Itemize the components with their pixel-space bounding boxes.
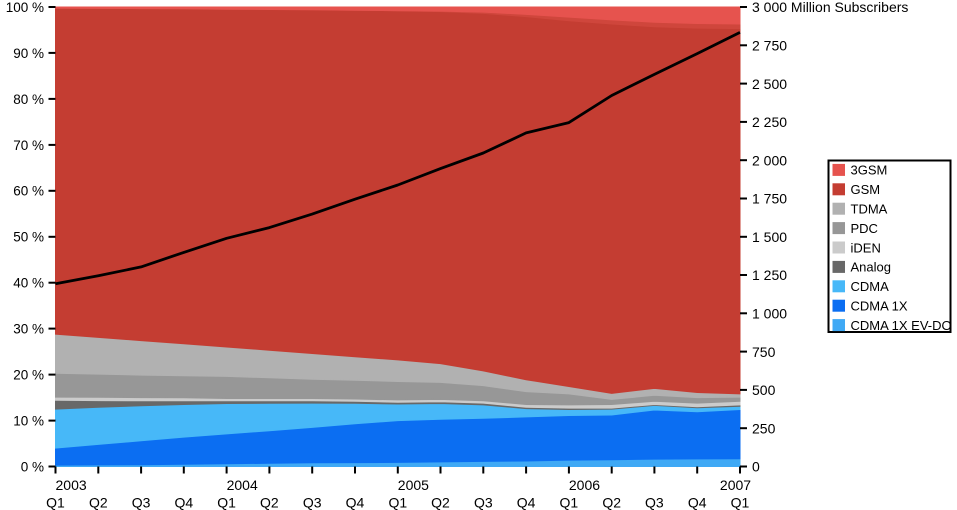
svg-text:Q2: Q2 [602, 495, 621, 510]
svg-text:Q2: Q2 [89, 495, 108, 510]
svg-text:Q4: Q4 [688, 495, 707, 510]
svg-text:1 250: 1 250 [752, 267, 787, 283]
svg-text:750: 750 [752, 344, 776, 360]
svg-text:1 000: 1 000 [752, 306, 787, 322]
svg-text:30 %: 30 % [13, 322, 44, 337]
svg-text:Q4: Q4 [517, 495, 536, 510]
svg-text:2003: 2003 [56, 477, 87, 493]
svg-text:CDMA 1X: CDMA 1X [851, 299, 908, 314]
svg-text:500: 500 [752, 382, 776, 398]
svg-text:2 250: 2 250 [752, 114, 787, 130]
svg-text:50 %: 50 % [13, 230, 44, 245]
svg-text:Q2: Q2 [431, 495, 450, 510]
svg-text:iDEN: iDEN [851, 240, 881, 255]
svg-text:90 %: 90 % [13, 46, 44, 61]
svg-text:70 %: 70 % [13, 138, 44, 153]
svg-text:Q1: Q1 [217, 495, 236, 510]
svg-text:100 %: 100 % [6, 0, 44, 15]
svg-text:2 750: 2 750 [752, 38, 787, 54]
svg-text:2007: 2007 [720, 477, 751, 493]
svg-text:Q4: Q4 [346, 495, 365, 510]
svg-text:2 000: 2 000 [752, 152, 787, 168]
svg-text:Analog: Analog [851, 260, 891, 275]
svg-text:3GSM: 3GSM [851, 163, 888, 178]
svg-text:Q3: Q3 [303, 495, 322, 510]
svg-text:3 000 Million Subscribers: 3 000 Million Subscribers [752, 0, 908, 15]
svg-text:Q1: Q1 [388, 495, 407, 510]
svg-text:250: 250 [752, 420, 776, 436]
svg-text:Q3: Q3 [132, 495, 151, 510]
svg-text:80 %: 80 % [13, 92, 44, 107]
svg-text:2005: 2005 [398, 477, 429, 493]
svg-text:GSM: GSM [851, 182, 881, 197]
svg-text:20 %: 20 % [13, 368, 44, 383]
svg-text:2006: 2006 [569, 477, 600, 493]
svg-text:10 %: 10 % [13, 413, 44, 428]
svg-text:Q3: Q3 [474, 495, 493, 510]
svg-text:Q2: Q2 [260, 495, 279, 510]
svg-text:1 750: 1 750 [752, 191, 787, 207]
svg-text:Q1: Q1 [46, 495, 65, 510]
svg-text:60 %: 60 % [13, 184, 44, 199]
svg-text:2004: 2004 [227, 477, 258, 493]
svg-text:2 500: 2 500 [752, 76, 787, 92]
svg-text:Q1: Q1 [560, 495, 579, 510]
svg-text:Q4: Q4 [174, 495, 193, 510]
svg-text:CDMA: CDMA [851, 279, 890, 294]
svg-text:0 %: 0 % [21, 459, 44, 474]
svg-text:1 500: 1 500 [752, 229, 787, 245]
svg-text:40 %: 40 % [13, 276, 44, 291]
svg-text:PDC: PDC [851, 221, 878, 236]
svg-text:CDMA 1X EV-DO: CDMA 1X EV-DO [851, 318, 952, 333]
svg-text:Q1: Q1 [731, 495, 750, 510]
svg-text:Q3: Q3 [645, 495, 664, 510]
svg-text:0: 0 [752, 459, 760, 475]
svg-text:TDMA: TDMA [851, 202, 888, 217]
